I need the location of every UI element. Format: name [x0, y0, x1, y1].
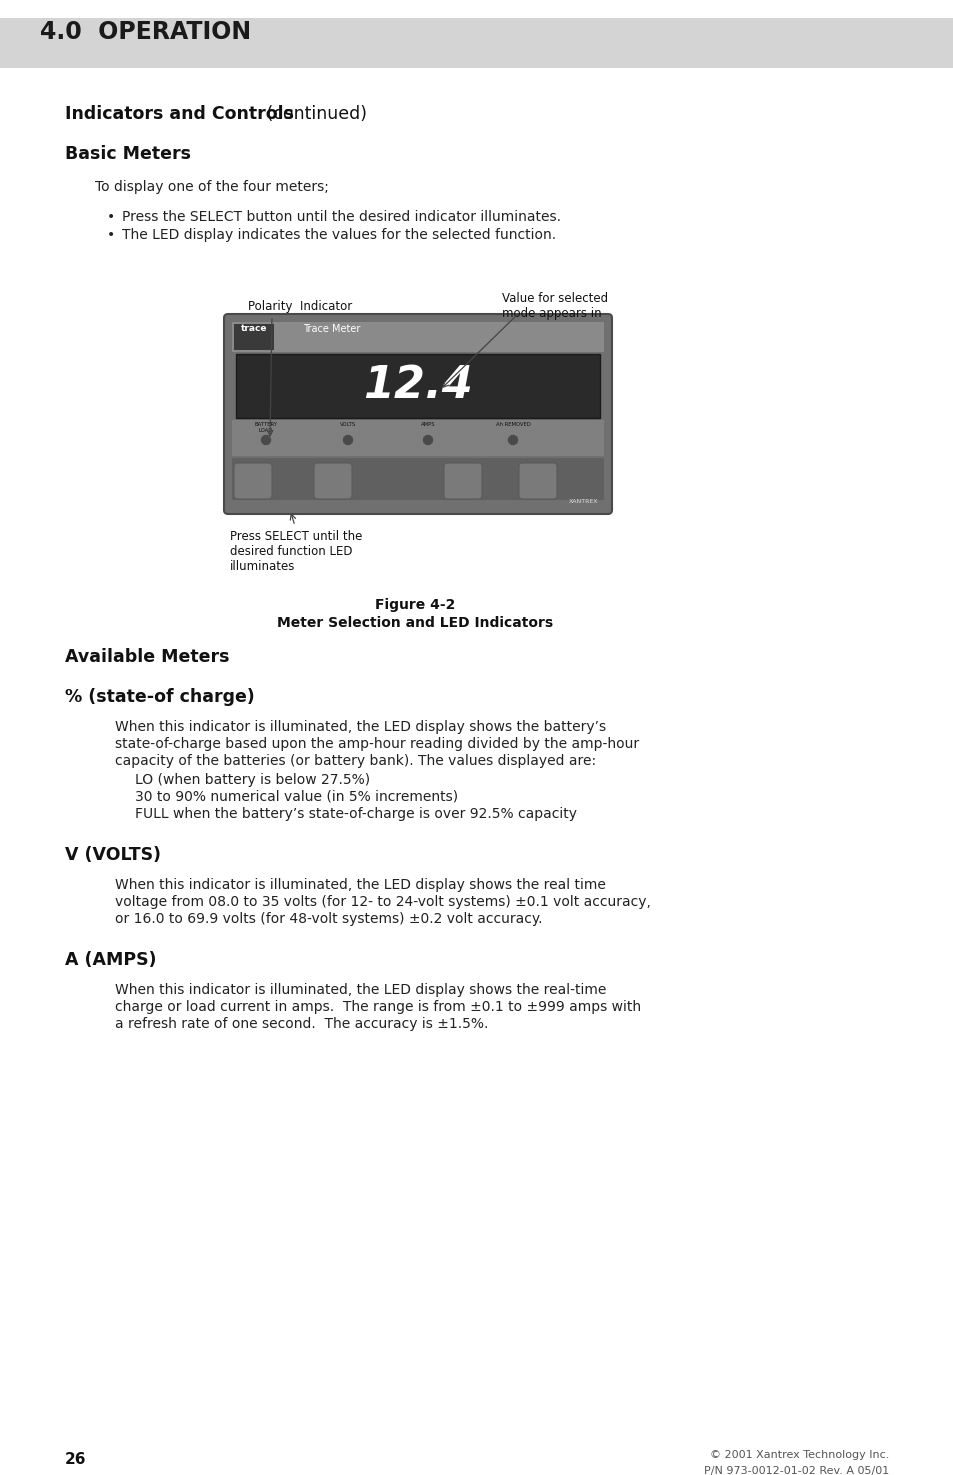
Text: 12.4: 12.4 — [363, 364, 473, 407]
Text: Trace Meter: Trace Meter — [303, 324, 360, 333]
Text: or 16.0 to 69.9 volts (for 48-volt systems) ±0.2 volt accuracy.: or 16.0 to 69.9 volts (for 48-volt syste… — [115, 912, 542, 926]
Bar — [232, 459, 603, 500]
Text: A (AMPS): A (AMPS) — [65, 951, 156, 969]
Text: voltage from 08.0 to 35 volts (for 12- to 24-volt systems) ±0.1 volt accuracy,: voltage from 08.0 to 35 volts (for 12- t… — [115, 895, 650, 909]
Text: VOLTS: VOLTS — [339, 422, 355, 426]
Text: P/N 973-0012-01-02 Rev. A 05/01: P/N 973-0012-01-02 Rev. A 05/01 — [703, 1466, 888, 1475]
Text: state-of-charge based upon the amp-hour reading divided by the amp-hour: state-of-charge based upon the amp-hour … — [115, 738, 639, 751]
Text: 30 to 90% numerical value (in 5% increments): 30 to 90% numerical value (in 5% increme… — [135, 791, 457, 804]
FancyBboxPatch shape — [233, 463, 272, 499]
Text: Polarity  Indicator: Polarity Indicator — [248, 299, 352, 313]
Text: 26: 26 — [65, 1451, 87, 1468]
Text: a refresh rate of one second.  The accuracy is ±1.5%.: a refresh rate of one second. The accura… — [115, 1016, 488, 1031]
Circle shape — [261, 435, 271, 444]
Text: Ah REMOVED: Ah REMOVED — [496, 422, 530, 426]
Text: V (VOLTS): V (VOLTS) — [65, 847, 161, 864]
Circle shape — [343, 435, 352, 444]
Text: Indicators and Controls: Indicators and Controls — [65, 105, 294, 122]
Text: % (state-of charge): % (state-of charge) — [65, 687, 254, 707]
Text: Basic Meters: Basic Meters — [65, 145, 191, 164]
Text: Figure 4-2: Figure 4-2 — [375, 597, 455, 612]
FancyBboxPatch shape — [314, 463, 352, 499]
Text: XANTREX: XANTREX — [568, 499, 598, 504]
Text: Available Meters: Available Meters — [65, 648, 230, 667]
Text: Meter Selection and LED Indicators: Meter Selection and LED Indicators — [276, 617, 553, 630]
Text: BATTERY
LOAD: BATTERY LOAD — [254, 422, 277, 432]
Text: capacity of the batteries (or battery bank). The values displayed are:: capacity of the batteries (or battery ba… — [115, 754, 596, 768]
Text: Value for selected
mode appears in
the display: Value for selected mode appears in the d… — [501, 292, 607, 335]
FancyBboxPatch shape — [224, 314, 612, 513]
Text: AMPS: AMPS — [420, 422, 435, 426]
Circle shape — [508, 435, 517, 444]
Text: •: • — [107, 209, 115, 224]
Bar — [235, 354, 599, 417]
Text: •: • — [107, 229, 115, 242]
Text: Press SELECT until the
desired function LED
illuminates: Press SELECT until the desired function … — [230, 530, 362, 572]
Text: © 2001 Xantrex Technology Inc.: © 2001 Xantrex Technology Inc. — [709, 1450, 888, 1460]
FancyBboxPatch shape — [443, 463, 481, 499]
Text: charge or load current in amps.  The range is from ±0.1 to ±999 amps with: charge or load current in amps. The rang… — [115, 1000, 640, 1013]
Text: The LED display indicates the values for the selected function.: The LED display indicates the values for… — [122, 229, 556, 242]
Text: Press the SELECT button until the desired indicator illuminates.: Press the SELECT button until the desire… — [122, 209, 560, 224]
Bar — [232, 322, 603, 353]
Circle shape — [423, 435, 432, 444]
Text: When this indicator is illuminated, the LED display shows the real time: When this indicator is illuminated, the … — [115, 878, 605, 892]
Text: When this indicator is illuminated, the LED display shows the real-time: When this indicator is illuminated, the … — [115, 982, 606, 997]
Text: (continued): (continued) — [261, 105, 367, 122]
Bar — [0, 18, 953, 68]
FancyBboxPatch shape — [518, 463, 557, 499]
Text: LO (when battery is below 27.5%): LO (when battery is below 27.5%) — [135, 773, 370, 788]
Text: When this indicator is illuminated, the LED display shows the battery’s: When this indicator is illuminated, the … — [115, 720, 605, 735]
Text: 4.0  OPERATION: 4.0 OPERATION — [40, 21, 251, 44]
Bar — [232, 420, 603, 456]
Text: FULL when the battery’s state-of-charge is over 92.5% capacity: FULL when the battery’s state-of-charge … — [135, 807, 577, 822]
Bar — [233, 324, 274, 350]
Text: To display one of the four meters;: To display one of the four meters; — [95, 180, 329, 195]
Text: trace: trace — [240, 324, 267, 333]
